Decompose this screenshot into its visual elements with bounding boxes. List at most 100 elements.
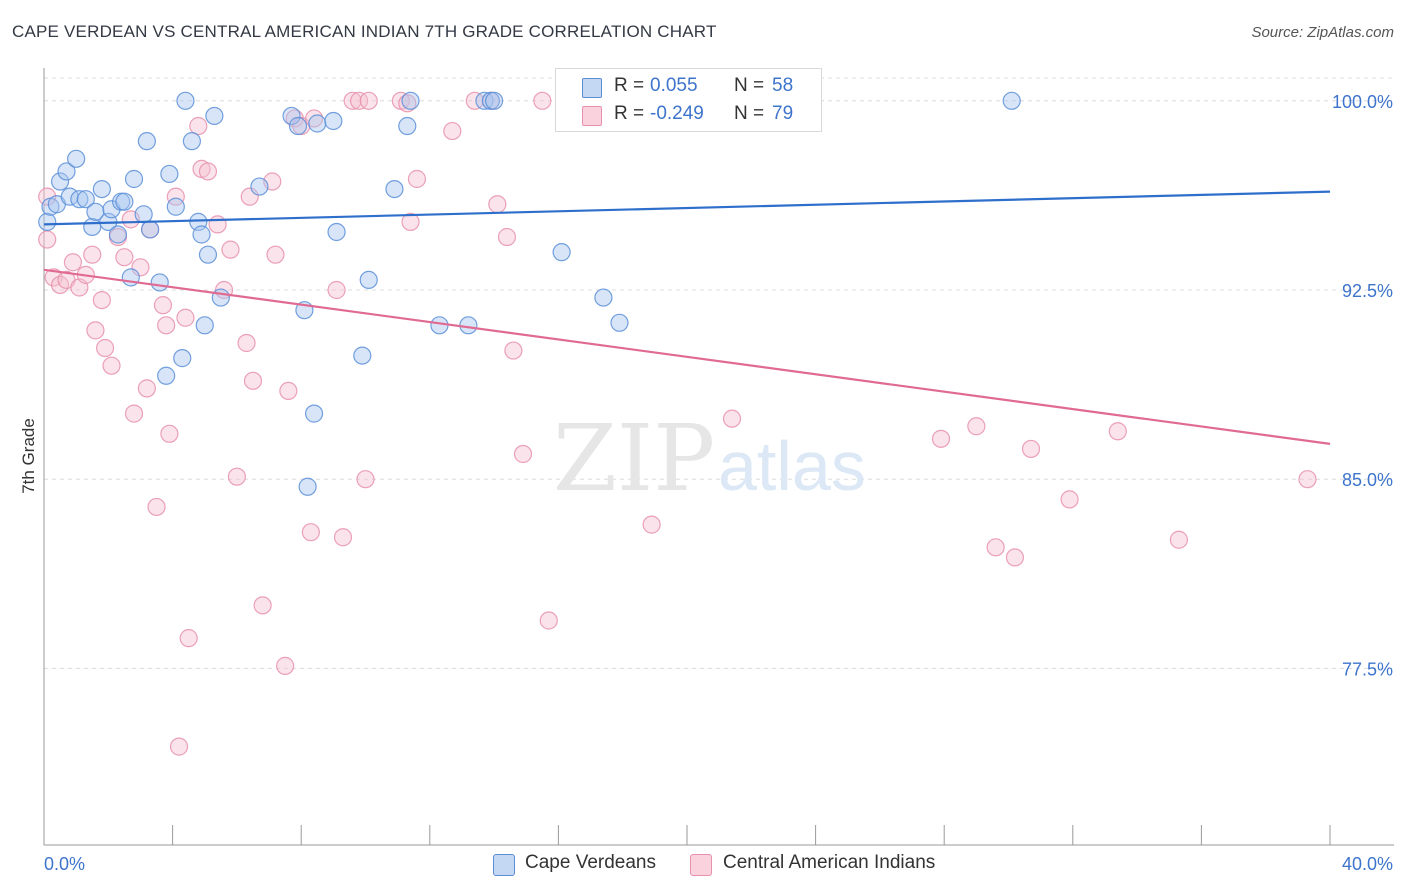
x-tick-label: 0.0% bbox=[44, 854, 85, 874]
series-cape-verdeans bbox=[38, 91, 1021, 496]
y-tick-label: 77.5% bbox=[1342, 659, 1393, 679]
data-point-central-american-indians bbox=[967, 417, 986, 436]
n-label: N = bbox=[734, 75, 765, 96]
data-point-cape-verdeans bbox=[150, 273, 169, 292]
data-point-central-american-indians bbox=[931, 429, 951, 448]
data-point-central-american-indians bbox=[157, 316, 176, 335]
trend-line-central-american-indians bbox=[43, 268, 1331, 445]
data-point-cape-verdeans bbox=[324, 111, 343, 131]
data-point-central-american-indians bbox=[504, 341, 523, 360]
y-tick-label: 92.5% bbox=[1342, 281, 1393, 301]
y-axis-label: 7th Grade bbox=[19, 418, 38, 494]
data-point-central-american-indians bbox=[189, 116, 208, 136]
data-point-cape-verdeans bbox=[211, 288, 230, 307]
data-point-cape-verdeans bbox=[205, 106, 224, 126]
data-point-cape-verdeans bbox=[288, 116, 308, 136]
r-value: 0.055 bbox=[650, 75, 698, 96]
data-point-central-american-indians bbox=[237, 333, 256, 353]
data-point-central-american-indians bbox=[1005, 548, 1025, 567]
tick-labels: 77.5% 85.0% 92.5% 100.0% 0.0% 40.0% 7th Grade bbox=[19, 92, 1393, 874]
legend-label-cape-verdeans: Cape Verdeans bbox=[525, 852, 656, 873]
data-point-central-american-indians bbox=[301, 523, 320, 542]
data-point-cape-verdeans bbox=[327, 222, 346, 242]
data-point-cape-verdeans bbox=[1002, 91, 1021, 110]
data-point-central-american-indians bbox=[38, 187, 57, 206]
data-point-central-american-indians bbox=[722, 409, 742, 428]
series-legend: Cape Verdeans Central American Indians bbox=[0, 852, 1406, 878]
data-point-cape-verdeans bbox=[76, 190, 95, 209]
data-point-central-american-indians bbox=[279, 381, 298, 401]
data-point-cape-verdeans bbox=[430, 316, 449, 335]
data-point-central-american-indians bbox=[642, 515, 661, 534]
data-point-central-american-indians bbox=[86, 321, 105, 340]
r-value: -0.249 bbox=[650, 103, 704, 124]
data-point-cape-verdeans bbox=[594, 288, 613, 307]
source-label: Source: ZipAtlas.com bbox=[1251, 24, 1394, 41]
data-point-cape-verdeans bbox=[115, 192, 134, 211]
data-point-cape-verdeans bbox=[70, 190, 89, 209]
data-point-central-american-indians bbox=[160, 424, 179, 443]
data-point-cape-verdeans bbox=[298, 477, 317, 496]
data-point-central-american-indians bbox=[986, 538, 1005, 557]
data-point-cape-verdeans bbox=[192, 225, 211, 244]
data-point-central-american-indians bbox=[63, 253, 83, 272]
data-point-central-american-indians bbox=[1169, 530, 1188, 549]
data-point-central-american-indians bbox=[359, 91, 378, 110]
data-point-cape-verdeans bbox=[359, 270, 378, 290]
r-label: R = bbox=[614, 103, 645, 124]
data-point-cape-verdeans bbox=[57, 162, 76, 181]
data-point-central-american-indians bbox=[38, 230, 57, 249]
data-point-cape-verdeans bbox=[485, 91, 504, 110]
data-point-central-american-indians bbox=[176, 308, 195, 327]
data-point-central-american-indians bbox=[333, 528, 353, 547]
correlation-legend: R = 0.055 N = 58 R = -0.249 N = 79 bbox=[555, 68, 822, 132]
data-point-central-american-indians bbox=[253, 596, 272, 615]
data-point-central-american-indians bbox=[102, 356, 121, 375]
data-point-cape-verdeans bbox=[140, 220, 160, 239]
data-point-central-american-indians bbox=[443, 121, 462, 141]
data-point-cape-verdeans bbox=[92, 179, 111, 199]
data-point-central-american-indians bbox=[401, 212, 420, 231]
axes bbox=[43, 68, 1394, 846]
data-point-cape-verdeans bbox=[137, 132, 156, 151]
data-point-cape-verdeans bbox=[67, 149, 86, 168]
grid bbox=[44, 77, 1394, 669]
data-point-central-american-indians bbox=[95, 338, 115, 358]
legend-swatch-cape-verdeans bbox=[493, 854, 515, 876]
data-point-central-american-indians bbox=[539, 611, 558, 630]
n-value: 79 bbox=[772, 103, 794, 124]
legend-swatch-pink bbox=[582, 106, 602, 126]
data-point-central-american-indians bbox=[356, 470, 375, 489]
data-point-cape-verdeans bbox=[282, 106, 301, 126]
data-point-cape-verdeans bbox=[173, 349, 192, 368]
legend-label-central-american-indians: Central American Indians bbox=[723, 852, 936, 873]
data-point-central-american-indians bbox=[1108, 422, 1127, 441]
data-point-cape-verdeans bbox=[182, 132, 201, 151]
data-point-central-american-indians bbox=[137, 379, 156, 398]
data-point-central-american-indians bbox=[166, 187, 185, 206]
data-point-central-american-indians bbox=[115, 248, 134, 267]
data-point-central-american-indians bbox=[153, 296, 173, 315]
data-point-cape-verdeans bbox=[124, 169, 144, 189]
n-value: 58 bbox=[772, 75, 794, 96]
data-point-central-american-indians bbox=[243, 371, 263, 390]
data-point-cape-verdeans bbox=[308, 114, 327, 133]
data-point-central-american-indians bbox=[266, 245, 285, 264]
data-point-central-american-indians bbox=[349, 91, 369, 110]
legend-row-central-american-indians: R = -0.249 N = 79 bbox=[556, 100, 821, 128]
data-point-central-american-indians bbox=[533, 91, 552, 110]
data-point-central-american-indians bbox=[465, 91, 484, 110]
data-point-cape-verdeans bbox=[401, 91, 420, 110]
data-point-central-american-indians bbox=[407, 169, 427, 189]
x-tick-label: 40.0% bbox=[1342, 854, 1393, 874]
r-label: R = bbox=[614, 75, 645, 96]
watermark-zip: ZIP bbox=[553, 405, 715, 512]
data-point-cape-verdeans bbox=[459, 316, 478, 335]
data-point-central-american-indians bbox=[276, 656, 295, 675]
data-point-central-american-indians bbox=[227, 467, 246, 486]
data-point-central-american-indians bbox=[513, 444, 533, 464]
data-point-central-american-indians bbox=[1298, 470, 1317, 489]
data-point-central-american-indians bbox=[398, 94, 417, 113]
data-point-central-american-indians bbox=[1021, 439, 1041, 459]
